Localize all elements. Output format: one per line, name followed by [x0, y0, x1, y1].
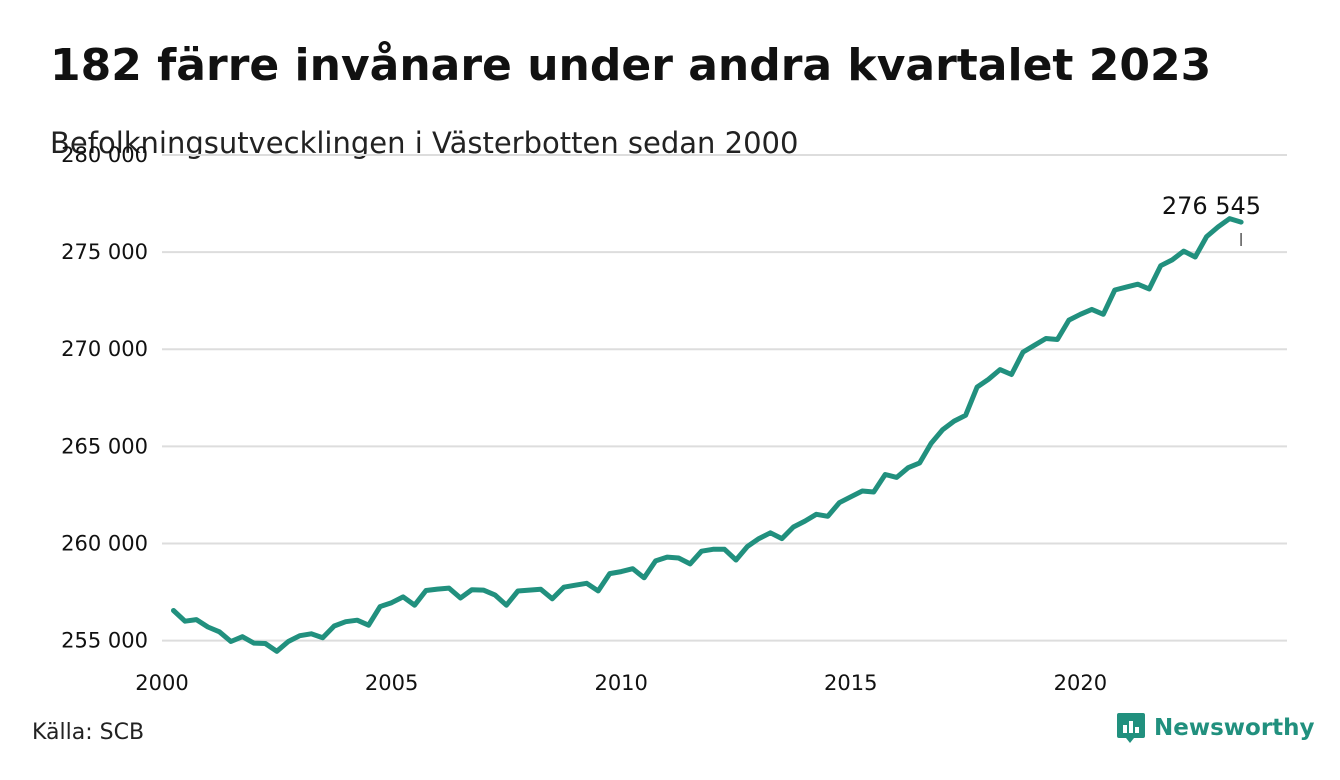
y-tick-label: 265 000 [61, 434, 148, 458]
x-axis-ticks: 2000 2005 2010 2015 2020 [135, 671, 1107, 695]
x-tick-label: 2005 [365, 671, 418, 695]
annotation-group: 276 545 [1162, 192, 1261, 246]
x-tick-label: 2010 [594, 671, 647, 695]
x-tick-label: 2000 [135, 671, 188, 695]
source-label: Källa: SCB [32, 720, 145, 745]
y-tick-label: 280 000 [61, 143, 148, 167]
x-tick-label: 2020 [1054, 671, 1107, 695]
gridlines [162, 154, 1287, 642]
series-group [171, 216, 1244, 654]
y-tick-label: 260 000 [61, 531, 148, 555]
y-tick-label: 255 000 [61, 629, 148, 653]
y-tick-label: 270 000 [61, 337, 148, 361]
y-tick-label: 275 000 [61, 240, 148, 264]
y-axis-ticks: 255 000 260 000 265 000 270 000 275 000 280 0… [61, 143, 148, 653]
newsworthy-logo-icon [1117, 713, 1145, 743]
brand-logo[interactable]: Newsworthy [1116, 712, 1315, 744]
annotation-label: 276 545 [1162, 192, 1261, 220]
brand-name: Newsworthy [1154, 715, 1315, 741]
chart-title: 182 färre invånare under andra kvartalet… [50, 40, 1212, 91]
series-line [171, 216, 1244, 654]
x-tick-label: 2015 [824, 671, 877, 695]
